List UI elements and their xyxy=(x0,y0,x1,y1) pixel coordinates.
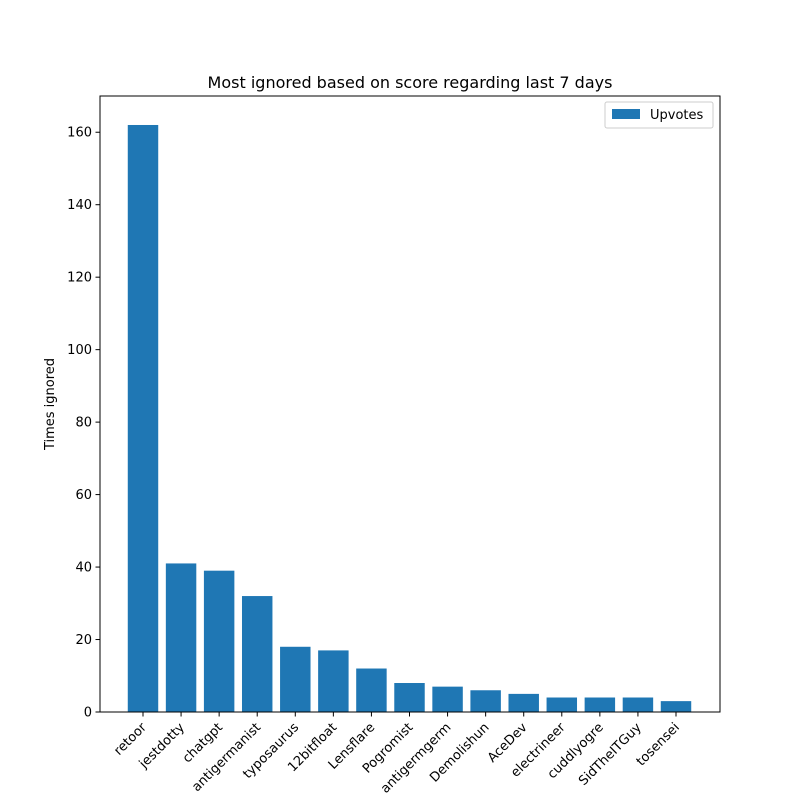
bar-Lensflare xyxy=(356,668,387,712)
bar-Demolishun xyxy=(470,690,501,712)
y-tick-label: 40 xyxy=(75,561,92,576)
bar-typosaurus xyxy=(280,646,311,712)
y-tick-label: 160 xyxy=(67,126,92,141)
y-tick-label: 100 xyxy=(67,343,92,358)
y-tick-label: 80 xyxy=(75,416,92,431)
bar-AceDev xyxy=(508,693,539,712)
y-axis-label: Times ignored xyxy=(43,358,58,451)
bar-12bitfloat xyxy=(318,650,349,712)
bar-antigermgerm xyxy=(432,686,463,712)
bar-Pogromist xyxy=(394,683,425,712)
legend-box xyxy=(604,101,714,129)
bar-cuddlyogre xyxy=(584,697,616,712)
bar-electrineer xyxy=(546,697,578,712)
y-tick-label: 0 xyxy=(84,706,92,721)
bar-tosensei xyxy=(660,701,692,712)
y-tick-label: 140 xyxy=(67,198,92,213)
bar-retoor xyxy=(127,124,159,713)
y-axis: 0 20 40 60 80 100 120 140 160 xyxy=(67,126,100,721)
bar-antigermanist xyxy=(241,596,273,712)
x-axis: retoorjestdottychatgptantigermanisttypos… xyxy=(111,712,683,797)
legend-swatch xyxy=(612,109,640,119)
plot-frame xyxy=(99,95,721,713)
bars-layer xyxy=(127,124,692,713)
legend-label: Upvotes xyxy=(650,108,704,123)
chart-title: Most ignored based on score regarding la… xyxy=(208,73,613,92)
bar-chatgpt xyxy=(203,570,235,712)
bar-SidTheITGuy xyxy=(622,697,654,712)
y-tick-label: 20 xyxy=(75,633,92,648)
y-tick-label: 120 xyxy=(67,271,92,286)
y-tick-label: 60 xyxy=(75,488,92,503)
bar-jestdotty xyxy=(165,563,197,712)
legend: Upvotes xyxy=(604,101,714,129)
